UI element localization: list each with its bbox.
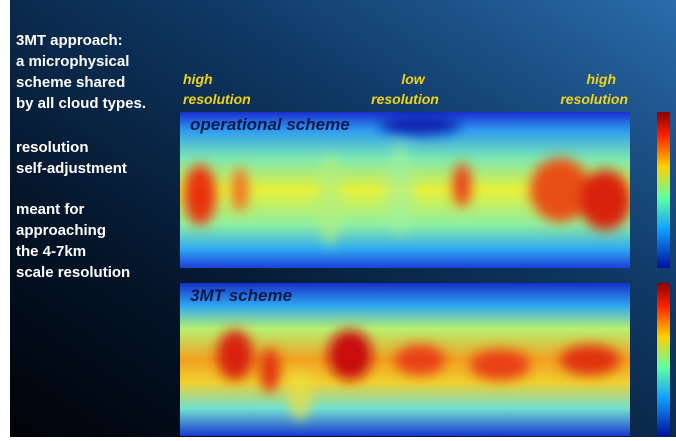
heatmap-operational xyxy=(180,112,630,268)
resolution-label: high xyxy=(586,71,616,87)
sidebar-text: the 4-7km xyxy=(16,243,86,260)
sidebar-text: scheme shared xyxy=(16,74,125,91)
sidebar-text: a microphysical xyxy=(16,53,129,70)
sidebar-text: self-adjustment xyxy=(16,160,127,177)
resolution-label: resolution xyxy=(560,91,628,107)
sidebar-text: approaching xyxy=(16,222,106,239)
sidebar-text: by all cloud types. xyxy=(16,95,146,112)
sidebar-text: meant for xyxy=(16,201,85,218)
sidebar-text: 3MT approach: xyxy=(16,32,123,49)
resolution-label: high xyxy=(183,71,213,87)
resolution-label: resolution xyxy=(183,91,251,107)
resolution-label: low xyxy=(401,71,425,87)
panel-title: 3MT scheme xyxy=(190,286,292,305)
resolution-label: resolution xyxy=(371,91,439,107)
sidebar-text: scale resolution xyxy=(16,264,130,281)
colorbar xyxy=(657,283,670,436)
sidebar-text: resolution xyxy=(16,139,89,156)
heatmap-3mt xyxy=(180,283,630,436)
colorbar xyxy=(657,112,670,268)
panel-title: operational scheme xyxy=(190,115,350,134)
